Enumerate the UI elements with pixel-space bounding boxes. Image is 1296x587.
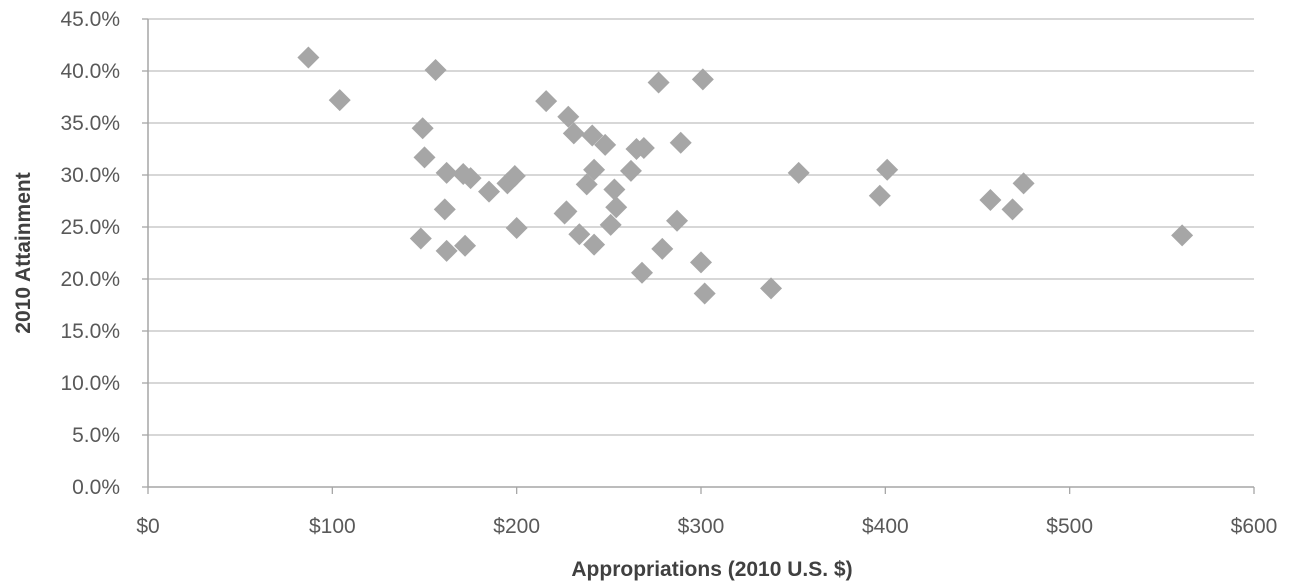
data-point-diamond [535,90,558,113]
data-point-diamond [1171,224,1194,247]
data-point-diamond [557,105,580,128]
x-axis-title: Appropriations (2010 U.S. $) [571,558,852,581]
gridlines [148,18,1254,436]
data-point-diamond [433,198,456,221]
x-tick-labels: $0 $100 $200 $300 $400 $500 $600 [136,515,1277,538]
data-point-diamond [651,237,674,260]
data-point-diamond [503,165,526,188]
x-tick-label: $500 [1046,515,1093,538]
data-point-diamond [505,217,528,240]
x-tick-label: $100 [309,515,356,538]
x-tick-label: $300 [678,515,725,538]
data-point-diamond [619,159,642,182]
data-point-diamond [669,131,692,154]
data-point-diamond [647,71,670,94]
data-point-diamond [1012,172,1035,195]
data-point-diamond [562,122,585,145]
data-point-diamond [876,158,899,181]
data-point-diamond [411,117,434,140]
data-point-diamond [555,200,578,223]
data-point-diamond [478,180,501,203]
data-point-diamond [435,161,458,184]
data-point-diamond [599,213,622,236]
y-axis-title: 2010 Attainment [12,172,35,333]
x-tick-label: $200 [493,515,540,538]
data-point-diamond [603,178,626,201]
data-point-diamond [459,167,482,190]
data-point-diamond [413,146,436,169]
data-point-diamond [583,158,606,181]
y-tick-label: 0.0% [72,476,120,499]
data-point-diamond [328,89,351,112]
y-tick-label: 45.0% [60,8,120,31]
data-point-diamond [693,282,716,305]
data-point-diamond [690,251,712,274]
data-point-diamond [631,261,654,284]
y-tick-label: 5.0% [72,424,120,447]
y-tick-label: 40.0% [60,60,120,83]
x-tick-label: $600 [1231,515,1278,538]
data-points [297,46,1194,305]
y-tick-label: 25.0% [60,216,120,239]
data-point-diamond [1001,198,1024,221]
y-tick-labels: 0.0% 5.0% 10.0% 15.0% 20.0% 25.0% 30.0% 35.0% 40… [60,8,120,499]
data-point-diamond [435,239,458,262]
data-point-diamond [409,227,432,250]
data-point-diamond [760,277,783,300]
data-point-diamond [568,223,591,246]
data-point-diamond [691,68,714,91]
axes [142,18,1255,494]
data-point-diamond [454,234,477,257]
data-point-diamond [583,233,606,256]
data-point-diamond [979,188,1002,211]
y-tick-label: 30.0% [60,164,120,187]
data-point-diamond [868,184,891,207]
data-point-diamond [594,133,617,156]
data-point-diamond [424,58,447,81]
data-point-diamond [581,124,604,147]
data-point-diamond [787,161,810,184]
data-point-diamond [605,196,628,219]
data-point-diamond [632,136,655,159]
data-point-diamond [297,46,320,69]
x-tick-label: $400 [862,515,909,538]
data-point-diamond [666,209,689,232]
y-tick-label: 15.0% [60,320,120,343]
y-tick-label: 10.0% [60,372,120,395]
y-tick-label: 20.0% [60,268,120,291]
y-tick-label: 35.0% [60,112,120,135]
x-tick-label: $0 [136,515,159,538]
